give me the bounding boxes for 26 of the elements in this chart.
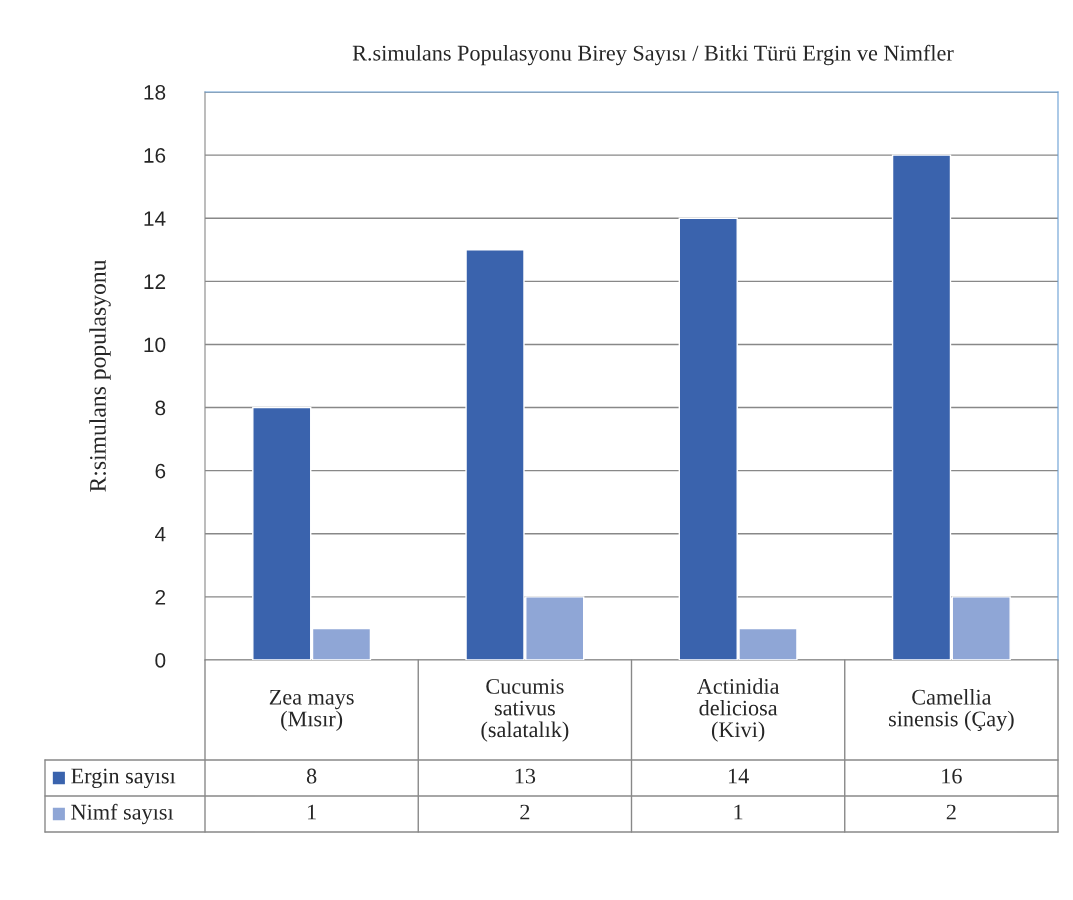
- data-label: 8: [306, 768, 317, 784]
- y-tick-label: 6: [155, 463, 166, 479]
- legend-label: Ergin sayısı: [71, 768, 176, 789]
- y-tick-label: 0: [155, 653, 166, 668]
- x-tick-label: Zea mays (Mısır): [269, 689, 354, 731]
- y-tick-label: 4: [155, 526, 166, 542]
- y-tick-label: 10: [144, 337, 166, 353]
- y-tick-label: 12: [144, 274, 166, 289]
- data-label: 1: [734, 804, 743, 820]
- y-tick-label: 8: [155, 400, 166, 416]
- legend-label: Nimf sayısı: [71, 803, 174, 825]
- y-tick-label: 16: [144, 148, 166, 163]
- y-tick-label: 14: [144, 211, 166, 226]
- data-label: 14: [728, 768, 749, 784]
- y-tick-label: 2: [155, 589, 166, 605]
- x-tick-label: Cucumis sativus (salatalık): [481, 678, 569, 742]
- y-axis-title: R:simulans populasyonu: [89, 259, 111, 492]
- data-label: 16: [942, 768, 962, 784]
- x-tick-label: Actinidia deliciosa (Kivi): [697, 678, 780, 742]
- data-label: 2: [946, 804, 956, 820]
- x-tick-label: Camellia sinensis (Çay): [889, 689, 1014, 731]
- y-tick-label: 18: [144, 85, 166, 100]
- data-label: 1: [308, 804, 316, 820]
- data-label: 2: [520, 804, 530, 820]
- chart-title: R.simulans Populasyonu Birey Sayısı / Bitki Türü Ergin ve Nimfler: [352, 44, 954, 66]
- data-label: 13: [515, 768, 536, 784]
